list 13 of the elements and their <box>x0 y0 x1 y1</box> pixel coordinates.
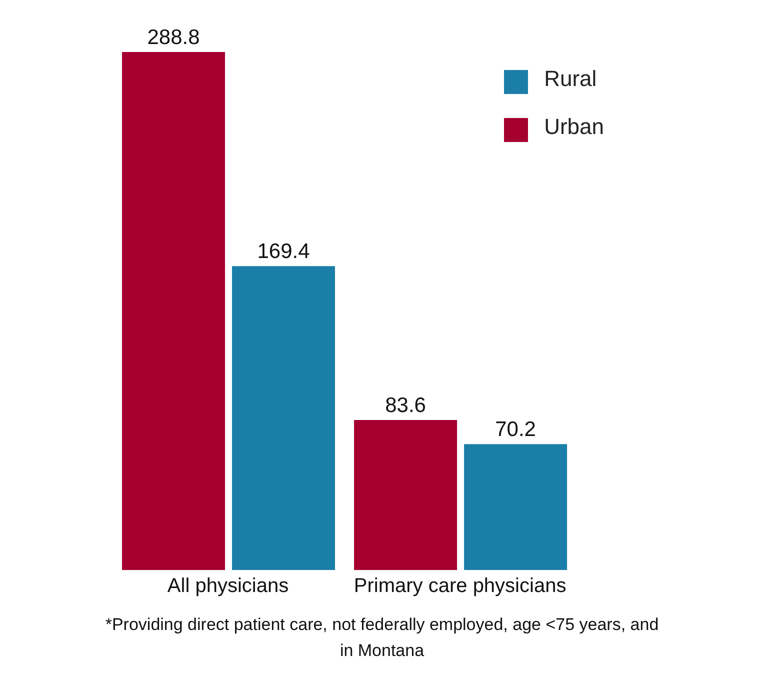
text: *Providing direct patient care, not federally employed, age <75 years, and in Montana <box>104 614 660 662</box>
bar <box>464 444 568 570</box>
x-tick-label: Primary care physicians <box>354 575 566 598</box>
bar <box>232 266 335 570</box>
bar <box>122 52 225 570</box>
bar <box>354 420 458 570</box>
legend-label: Urban <box>544 114 604 139</box>
data-label: 70.2 <box>495 418 536 442</box>
data-label: 83.6 <box>385 394 426 418</box>
data-label: 288.8 <box>147 26 200 49</box>
data-label: 169.4 <box>257 240 310 264</box>
x-tick-label: All physicians <box>167 575 289 598</box>
legend-label: Rural <box>544 66 597 91</box>
